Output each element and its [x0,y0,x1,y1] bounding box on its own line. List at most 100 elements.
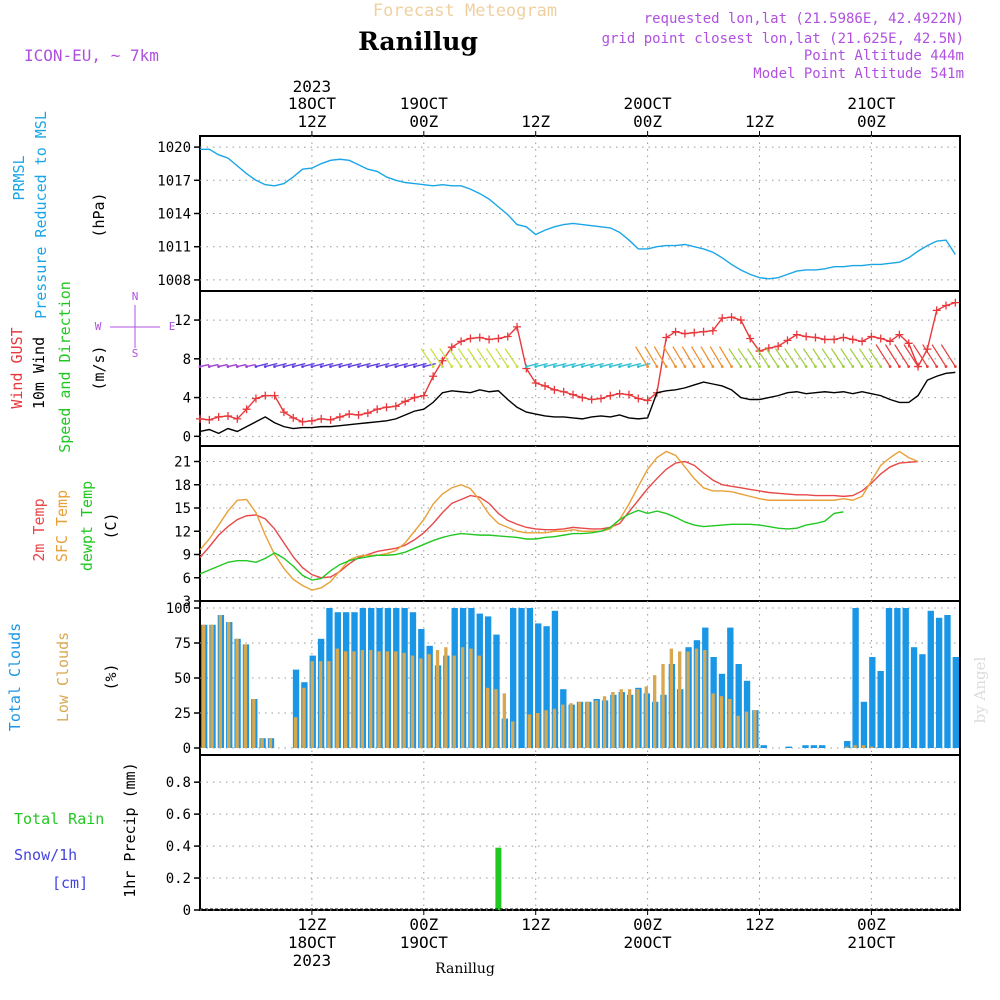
wind-arrow [467,348,481,367]
wind-arrow-head [329,365,332,368]
gust-marker [951,298,960,307]
bar-low-clouds [243,644,248,748]
gust-marker [811,333,820,342]
bar-low-clouds [586,701,590,748]
gust-marker [335,412,344,421]
series-prmsl [200,148,956,280]
wind-arrow [628,362,642,368]
bar-low-clouds [444,647,448,748]
gust-marker [531,379,540,388]
wind-arrow [423,362,436,368]
wind-arrow [358,362,371,368]
bar-low-clouds [343,651,348,748]
wind-arrow [209,363,219,368]
top-time-label: 20OCT [624,94,673,113]
wind-arrow [940,344,956,367]
wind-arrow [600,362,614,368]
bar-total-clouds [543,626,550,748]
wind-arrow [349,362,362,368]
bar-low-clouds [611,692,615,748]
bar-low-clouds [544,710,548,748]
y-tick-label: 15 [174,501,191,517]
clouds-unit-label: (%) [102,663,120,690]
bar-low-clouds [602,696,607,748]
wind-arrow [504,348,518,367]
gust-marker [382,403,391,412]
bar-low-clouds [485,687,490,748]
bottom-time-label: 21OCT [847,933,896,952]
compass-north: N [132,290,139,303]
wind-arrow-head [953,365,957,368]
wind-arrow [672,346,686,367]
wind-arrow [554,362,567,368]
wind-arrow-head [627,365,631,368]
bar-low-clouds [661,664,665,748]
bar-low-clouds [494,689,498,748]
wind-arrow-head [748,365,752,368]
temp-sfc-label: SFC Temp [53,490,71,562]
y-tick-label: 6 [183,571,191,587]
wind-arrow-head [925,365,929,368]
bar-low-clouds [703,650,707,748]
model-label: ICON-EU, ~ 7km [24,46,159,65]
bar-low-clouds [210,624,214,748]
bar-low-clouds [861,745,866,748]
series-sfc-temp [199,450,919,591]
wind-arrow [700,346,714,367]
bar-low-clouds [845,746,849,748]
wind-arrow-head [207,365,211,368]
gust-marker [513,322,522,331]
bar-total-clouds [810,745,818,748]
bar-total-clouds [735,664,742,748]
bar-total-clouds [860,701,868,748]
wind-arrow-head [646,365,650,368]
wind-arrow-head [832,365,836,368]
bar-total-clouds [551,610,559,748]
wind-arrow-head [823,365,827,368]
wind-direction-arrows [198,344,957,368]
wind-arrow [875,344,891,367]
wind-arrow [563,362,576,368]
wind-arrow [283,362,297,368]
bottom-time-label: 00Z [857,915,886,934]
gust-marker [802,332,811,341]
wind-arrow [821,348,835,367]
wind-arrow-head [702,365,705,368]
bar-low-clouds [711,693,715,748]
cloud-labels: Total Clouds Low Clouds (%) [6,623,120,731]
gust-marker [345,410,354,419]
bar-total-clouds [518,608,525,748]
gust-marker [251,394,260,403]
y-tick-label: 1017 [157,173,191,189]
bar-total-clouds [885,608,893,748]
wind-arrow [691,346,705,367]
bar-low-clouds [477,655,481,748]
wind-arrow [784,348,798,367]
bar-low-clouds [561,704,565,748]
bar-total-clouds [935,617,943,748]
gust-marker [662,333,671,342]
wind-arrow [246,363,256,368]
wind-arrow-head [319,365,323,368]
y-tick-label: 0.6 [166,807,191,823]
bar-low-clouds [694,648,699,748]
panel-frame [199,445,961,602]
panel-2: 3 6 9 12 15 18 21 [174,445,961,610]
wind-arrow-head [571,365,575,368]
gust-marker [289,413,298,422]
y-tick-label: 50 [174,671,191,687]
wind-arrow [377,362,390,368]
panel-frame [199,135,961,292]
bar-low-clouds [268,738,273,748]
gust-marker [214,412,223,421]
wind-arrow [572,362,586,368]
bar-low-clouds [853,745,857,748]
wind-arrow [638,362,651,368]
gust-marker [774,342,783,351]
wind-arrow-head [786,365,789,368]
wind-arrow-head [879,365,883,368]
wind-arrow-head [580,365,584,368]
wind-arrow-head [403,365,407,368]
y-tick-label: 3 [183,594,191,610]
wind-labels: Wind GUST 10m Wind Speed and Direction (… [8,281,108,453]
